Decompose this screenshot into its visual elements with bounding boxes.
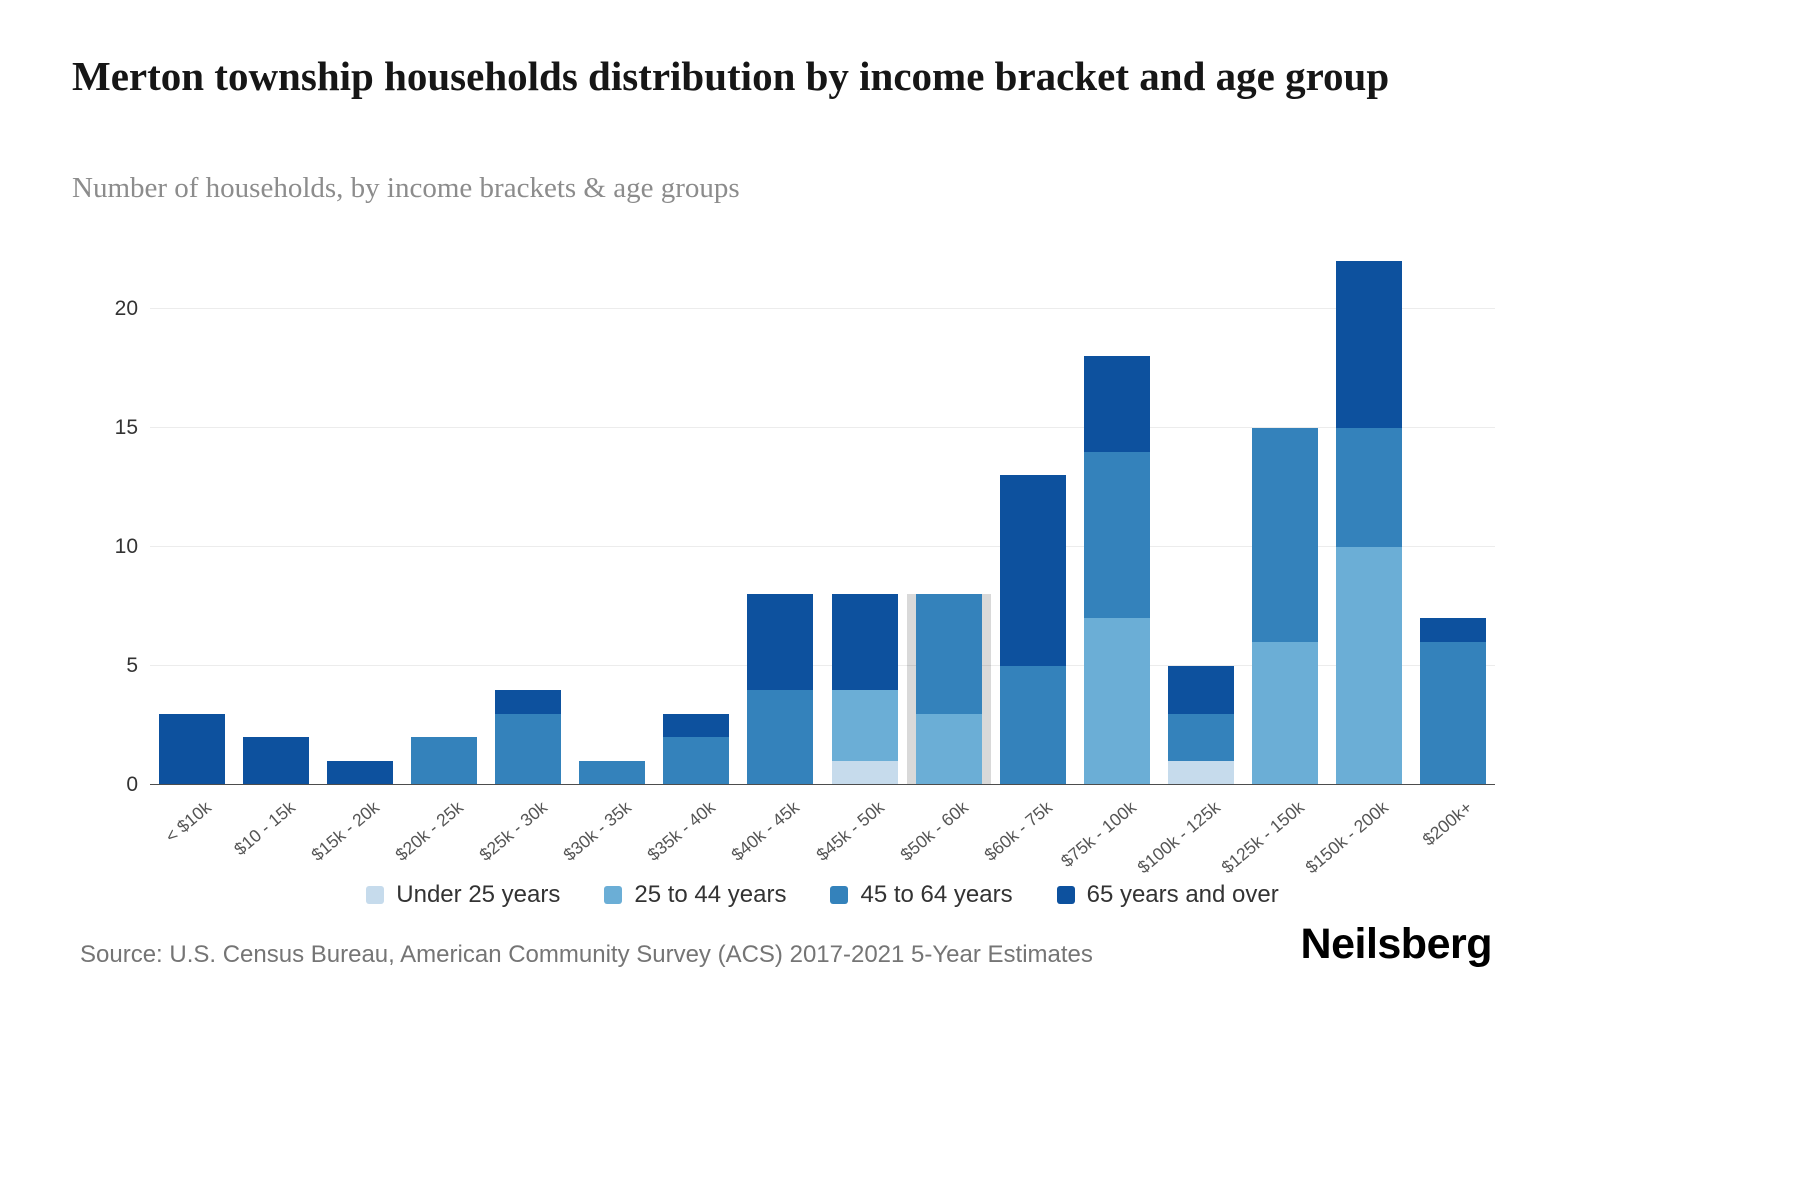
bar-segment[interactable]: [1335, 261, 1402, 428]
bar-segment[interactable]: [495, 689, 562, 714]
gridline: [150, 664, 1495, 666]
chart-legend: Under 25 years 25 to 44 years 45 to 64 yea…: [150, 881, 1495, 909]
bar-segment[interactable]: [1167, 713, 1234, 762]
chart-title: Merton township households distribution …: [72, 53, 1390, 99]
legend-label: Under 25 years: [396, 881, 561, 908]
legend-label: 65 years and over: [1086, 881, 1279, 908]
bar-segment[interactable]: [1083, 618, 1150, 785]
y-axis: 0 5 10 15 20: [88, 261, 138, 796]
legend-label: 45 to 64 years: [860, 881, 1013, 908]
bar-segment[interactable]: [243, 737, 310, 785]
legend-item[interactable]: 45 to 64 years: [830, 881, 1013, 909]
legend-item[interactable]: 65 years and over: [1056, 881, 1279, 909]
gridline: [150, 545, 1495, 547]
bar-segment[interactable]: [915, 713, 982, 785]
legend-item[interactable]: 25 to 44 years: [604, 881, 786, 909]
bar-segment[interactable]: [1167, 665, 1234, 714]
bar-segment[interactable]: [495, 713, 562, 785]
bar-segment[interactable]: [579, 761, 646, 785]
legend-swatch-icon: [1056, 886, 1075, 904]
bar-segment[interactable]: [999, 475, 1066, 666]
legend-swatch-icon: [830, 886, 849, 904]
bar-segment[interactable]: [831, 761, 898, 785]
bar-segment[interactable]: [663, 713, 730, 738]
legend-label: 25 to 44 years: [634, 881, 787, 908]
plot-area: [150, 261, 1495, 785]
bar-segment[interactable]: [747, 689, 814, 785]
bar-segment[interactable]: [1335, 427, 1402, 547]
bar-segment[interactable]: [327, 761, 394, 785]
legend-swatch-icon: [366, 886, 385, 904]
bar-segment[interactable]: [411, 737, 478, 785]
bar-segment[interactable]: [1167, 761, 1234, 785]
chart-subtitle: Number of households, by income brackets…: [72, 172, 740, 204]
gridline: [150, 426, 1495, 428]
bar-segment[interactable]: [1083, 451, 1150, 619]
bar-segment[interactable]: [1419, 618, 1486, 643]
bar-segment[interactable]: [663, 737, 730, 785]
brand-logo: Neilsberg: [1300, 920, 1493, 968]
stacked-bar-chart: 0 5 10 15 20 < $10k $10 - 15k $15k - 20k $20k -…: [115, 261, 1495, 908]
bar-segment[interactable]: [999, 665, 1066, 785]
gridline: [150, 307, 1495, 309]
bar-segment[interactable]: [1335, 546, 1402, 785]
bar-segment[interactable]: [831, 594, 898, 690]
bar-segment[interactable]: [1251, 642, 1318, 785]
bar-segment[interactable]: [159, 713, 226, 785]
source-note: Source: U.S. Census Bureau, American Com…: [80, 941, 1093, 968]
y-tick-label: 5: [126, 653, 138, 677]
y-tick-label: 0: [126, 773, 138, 796]
y-tick-label: 15: [114, 415, 138, 439]
bar-segment[interactable]: [1419, 642, 1486, 785]
bar-segment[interactable]: [1083, 356, 1150, 452]
bar-segment[interactable]: [915, 594, 982, 714]
legend-swatch-icon: [604, 886, 623, 904]
y-tick-label: 20: [114, 296, 138, 320]
bar-segment[interactable]: [831, 689, 898, 762]
bar-segment[interactable]: [1251, 427, 1318, 643]
legend-item[interactable]: Under 25 years: [366, 881, 560, 909]
bar-segment[interactable]: [747, 594, 814, 690]
x-axis-line: [150, 784, 1495, 785]
y-tick-label: 10: [114, 534, 138, 558]
